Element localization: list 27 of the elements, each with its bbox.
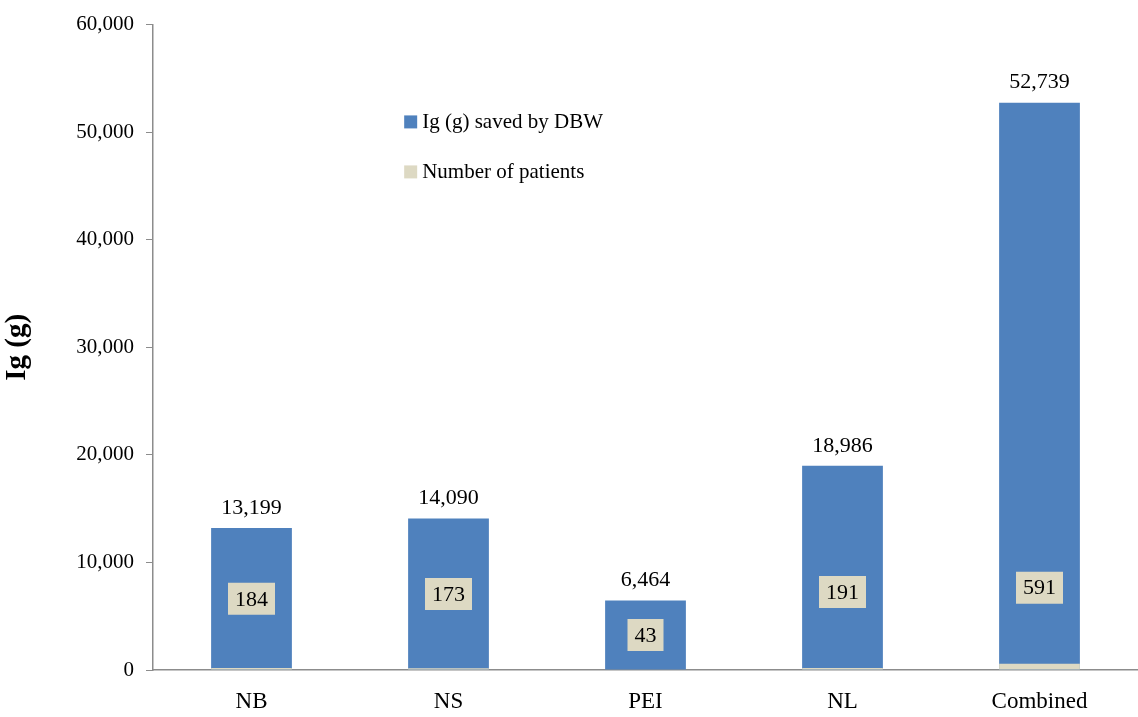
data-label: 173 bbox=[432, 580, 465, 606]
legend-label: Ig (g) saved by DBW bbox=[422, 108, 604, 133]
data-label: 14,090 bbox=[418, 484, 479, 510]
y-tick-label: 10,000 bbox=[76, 548, 134, 573]
y-tick-label: 60,000 bbox=[76, 11, 134, 36]
data-label: 18,986 bbox=[812, 431, 873, 457]
y-tick-label: 0 bbox=[123, 656, 134, 681]
data-label: 13,199 bbox=[221, 493, 282, 519]
data-label: 52,739 bbox=[1009, 68, 1070, 94]
data-label: 591 bbox=[1023, 574, 1056, 600]
y-tick-label: 50,000 bbox=[76, 118, 134, 143]
y-tick-label: 20,000 bbox=[76, 441, 134, 466]
data-label: 43 bbox=[634, 621, 657, 647]
x-tick-label: NL bbox=[827, 687, 858, 713]
y-tick-label: 30,000 bbox=[76, 333, 134, 358]
x-tick-label: NS bbox=[433, 687, 464, 713]
data-label: 191 bbox=[826, 578, 859, 604]
data-label: 184 bbox=[235, 585, 268, 611]
legend-label: Number of patients bbox=[422, 158, 585, 183]
data-label: 6,464 bbox=[620, 566, 671, 592]
x-tick-label: PEI bbox=[628, 687, 663, 713]
x-tick-label: Combined bbox=[991, 687, 1088, 713]
bar bbox=[999, 663, 1080, 670]
x-tick-label: NB bbox=[235, 687, 268, 713]
y-tick-label: 40,000 bbox=[76, 226, 134, 251]
y-axis-title: Ig (g) bbox=[0, 313, 32, 381]
bar bbox=[802, 465, 883, 670]
